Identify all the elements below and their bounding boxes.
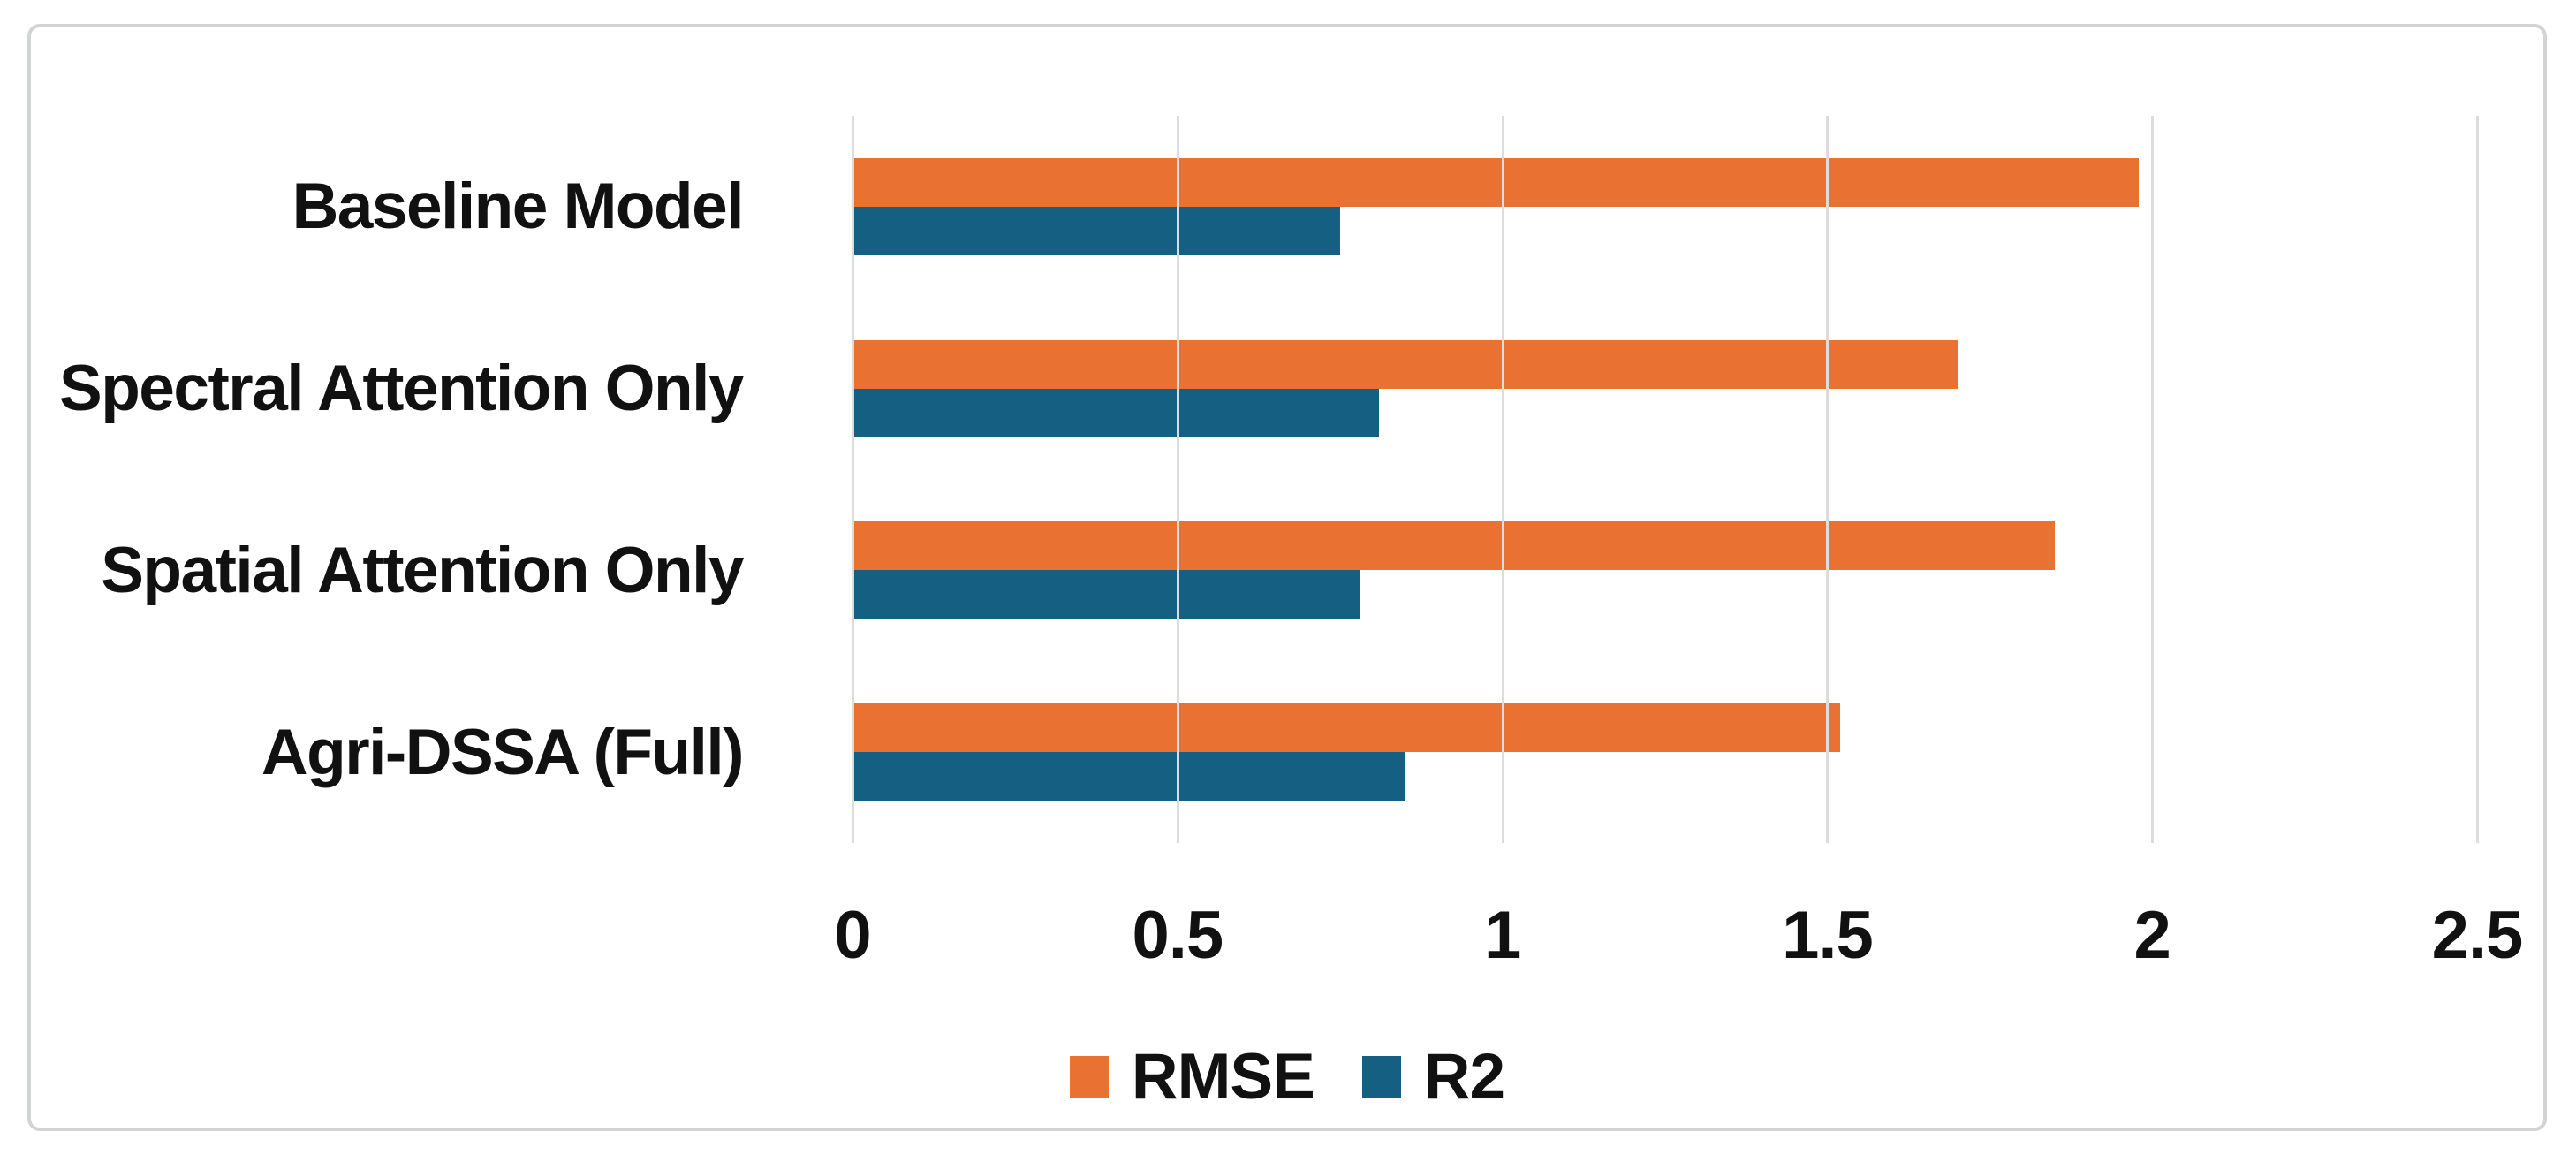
x-tick-label: 1: [1483, 898, 1521, 973]
x-tick-label: 0: [834, 898, 871, 973]
bar-row: [852, 298, 2477, 480]
bar-row: [852, 116, 2477, 298]
gridline: [852, 116, 854, 843]
legend: RMSE R2: [31, 1040, 2543, 1113]
bar-rmse: [852, 157, 2140, 207]
gridline: [1501, 116, 1504, 843]
bar-r2: [852, 388, 1379, 437]
bar-row: [852, 480, 2477, 662]
x-tick-label: 2.5: [2431, 898, 2524, 973]
x-tick-label: 2: [2133, 898, 2171, 973]
category-label: Agri-DSSA (Full): [261, 716, 745, 788]
legend-label: RMSE: [1131, 1041, 1315, 1113]
legend-swatch-icon: [1069, 1055, 1109, 1098]
gridline: [1176, 116, 1179, 843]
legend-item-r2: R2: [1361, 1040, 1505, 1113]
plot-area: [852, 116, 2479, 843]
gridline: [2476, 116, 2479, 843]
x-tick-label: 1.5: [1782, 898, 1874, 973]
legend-label: R2: [1423, 1041, 1505, 1113]
legend-swatch-icon: [1361, 1055, 1401, 1098]
bar-rmse: [852, 339, 1958, 389]
category-label: Spectral Attention Only: [59, 353, 745, 425]
legend-item-rmse: RMSE: [1069, 1040, 1315, 1113]
bar-r2: [852, 570, 1360, 619]
category-axis-labels: Baseline Model Spectral Attention Only Spa…: [31, 116, 798, 843]
bar-r2: [852, 752, 1405, 802]
gridline: [2151, 116, 2155, 843]
chart-frame: Baseline Model Spectral Attention Only Spa…: [27, 24, 2547, 1131]
bar-row: [852, 661, 2477, 843]
bar-rmse: [852, 521, 2055, 571]
x-axis-tick-labels: 0 0.5 1 1.5 2 2.5: [834, 897, 2523, 973]
bar-rows: [852, 116, 2477, 843]
bar-rmse: [852, 703, 1841, 753]
gridline: [1826, 116, 1830, 843]
category-label: Spatial Attention Only: [101, 534, 744, 606]
bar-r2: [852, 206, 1340, 255]
category-label: Baseline Model: [292, 171, 745, 243]
x-tick-label: 0.5: [1132, 898, 1224, 973]
